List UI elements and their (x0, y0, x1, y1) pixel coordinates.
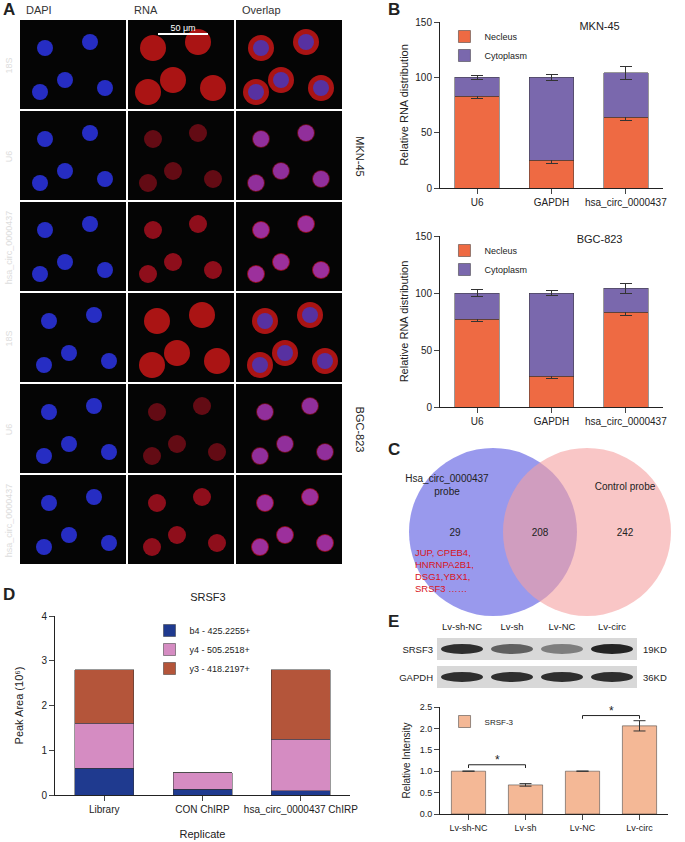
svg-text:Relative RNA distribution: Relative RNA distribution (398, 44, 410, 166)
svg-text:SRSF3: SRSF3 (190, 591, 225, 603)
svg-text:U6: U6 (4, 151, 14, 163)
svg-text:MKN-45: MKN-45 (579, 20, 619, 32)
svg-text:HNRNPA2B1,: HNRNPA2B1, (415, 559, 474, 570)
svg-text:U6: U6 (471, 416, 484, 427)
svg-text:Control probe: Control probe (595, 481, 656, 492)
svg-text:probe: probe (434, 486, 460, 497)
svg-text:242: 242 (617, 527, 634, 538)
svg-text:36KD: 36KD (643, 672, 667, 683)
svg-text:0: 0 (426, 402, 432, 413)
svg-text:BGC-823: BGC-823 (354, 407, 366, 453)
svg-text:2: 2 (41, 700, 47, 711)
svg-text:Lv-NC: Lv-NC (549, 621, 576, 632)
svg-text:CON ChIRP: CON ChIRP (175, 804, 230, 815)
svg-text:Cytoplasm: Cytoplasm (484, 265, 527, 275)
svg-text:0: 0 (426, 183, 432, 194)
svg-text:Hsa_circ_0000437: Hsa_circ_0000437 (405, 473, 489, 484)
svg-text:Lv-NC: Lv-NC (570, 823, 596, 833)
svg-text:SRSF-3: SRSF-3 (485, 718, 514, 727)
svg-text:Relative Intensity: Relative Intensity (401, 722, 412, 798)
svg-text:hsa_circ_0000437: hsa_circ_0000437 (585, 416, 667, 427)
svg-text:19KD: 19KD (643, 644, 667, 655)
svg-text:18S: 18S (4, 57, 14, 73)
svg-text:50: 50 (421, 345, 433, 356)
svg-text:*: * (609, 704, 614, 718)
svg-text:100: 100 (415, 288, 432, 299)
svg-text:18S: 18S (4, 330, 14, 346)
svg-text:29: 29 (449, 527, 461, 538)
html-text:C: C (388, 440, 401, 459)
svg-text:150: 150 (415, 231, 432, 242)
svg-text:208: 208 (532, 527, 549, 538)
svg-text:4: 4 (41, 611, 47, 622)
svg-text:Lv-circ: Lv-circ (598, 621, 626, 632)
svg-text:hsa_circ_0000437: hsa_circ_0000437 (585, 197, 667, 208)
svg-text:y3 - 418.2197+: y3 - 418.2197+ (190, 664, 250, 674)
html-text:D: D (3, 585, 16, 604)
svg-text:Lv-sh-NC: Lv-sh-NC (449, 823, 488, 833)
svg-text:Necleus: Necleus (484, 32, 517, 42)
svg-text:JUP, CPEB4,: JUP, CPEB4, (415, 547, 471, 558)
svg-text:DAPI: DAPI (26, 4, 52, 16)
svg-text:Lv-sh-NC: Lv-sh-NC (442, 621, 482, 632)
svg-text:Overlap: Overlap (242, 4, 281, 16)
svg-text:0: 0 (41, 790, 47, 801)
svg-text:b4 - 425.2255+: b4 - 425.2255+ (190, 626, 251, 636)
svg-text:hsa_circ_0000437: hsa_circ_0000437 (4, 484, 14, 558)
svg-text:RNA: RNA (134, 4, 158, 16)
html-text:A: A (3, 0, 16, 19)
svg-text:MKN-45: MKN-45 (354, 136, 366, 176)
svg-text:SRSF3: SRSF3 (402, 644, 433, 655)
svg-text:GAPDH: GAPDH (534, 197, 570, 208)
svg-text:2.5: 2.5 (420, 702, 433, 712)
svg-text:Replicate: Replicate (180, 828, 226, 840)
svg-text:150: 150 (415, 17, 432, 28)
svg-text:Lv-sh: Lv-sh (500, 621, 523, 632)
svg-text:Cytoplasm: Cytoplasm (484, 51, 527, 61)
svg-text:100: 100 (415, 72, 432, 83)
svg-text:U6: U6 (4, 424, 14, 436)
svg-text:Lv-circ: Lv-circ (626, 823, 653, 833)
svg-text:1: 1 (41, 745, 47, 756)
svg-text:SRSF3 ……: SRSF3 …… (415, 583, 467, 594)
svg-text:3: 3 (41, 655, 47, 666)
svg-text:DSG1,YBX1,: DSG1,YBX1, (415, 571, 470, 582)
svg-text:2.0: 2.0 (420, 724, 433, 734)
svg-text:U6: U6 (471, 197, 484, 208)
svg-text:1.0: 1.0 (420, 766, 433, 776)
svg-text:50: 50 (421, 127, 433, 138)
svg-text:Necleus: Necleus (484, 246, 517, 256)
svg-text:hsa_circ_0000437: hsa_circ_0000437 (4, 211, 14, 285)
svg-text:0.0: 0.0 (420, 809, 433, 819)
svg-text:*: * (495, 753, 500, 767)
svg-text:GAPDH: GAPDH (399, 672, 433, 683)
svg-text:Lv-sh: Lv-sh (514, 823, 536, 833)
svg-text:Relative RNA distribution: Relative RNA distribution (398, 261, 410, 383)
html-text:B: B (388, 0, 401, 19)
svg-text:0.5: 0.5 (420, 788, 433, 798)
svg-text:50 μm: 50 μm (170, 23, 195, 33)
svg-text:Peak Area (10⁶): Peak Area (10⁶) (13, 667, 25, 745)
svg-text:1.5: 1.5 (420, 745, 433, 755)
svg-text:y4 - 505.2518+: y4 - 505.2518+ (190, 645, 250, 655)
svg-text:BGC-823: BGC-823 (577, 233, 623, 245)
svg-text:GAPDH: GAPDH (534, 416, 570, 427)
html-text:E: E (388, 612, 400, 631)
svg-text:Library: Library (89, 804, 120, 815)
svg-text:hsa_circ_0000437 ChIRP: hsa_circ_0000437 ChIRP (244, 804, 358, 815)
